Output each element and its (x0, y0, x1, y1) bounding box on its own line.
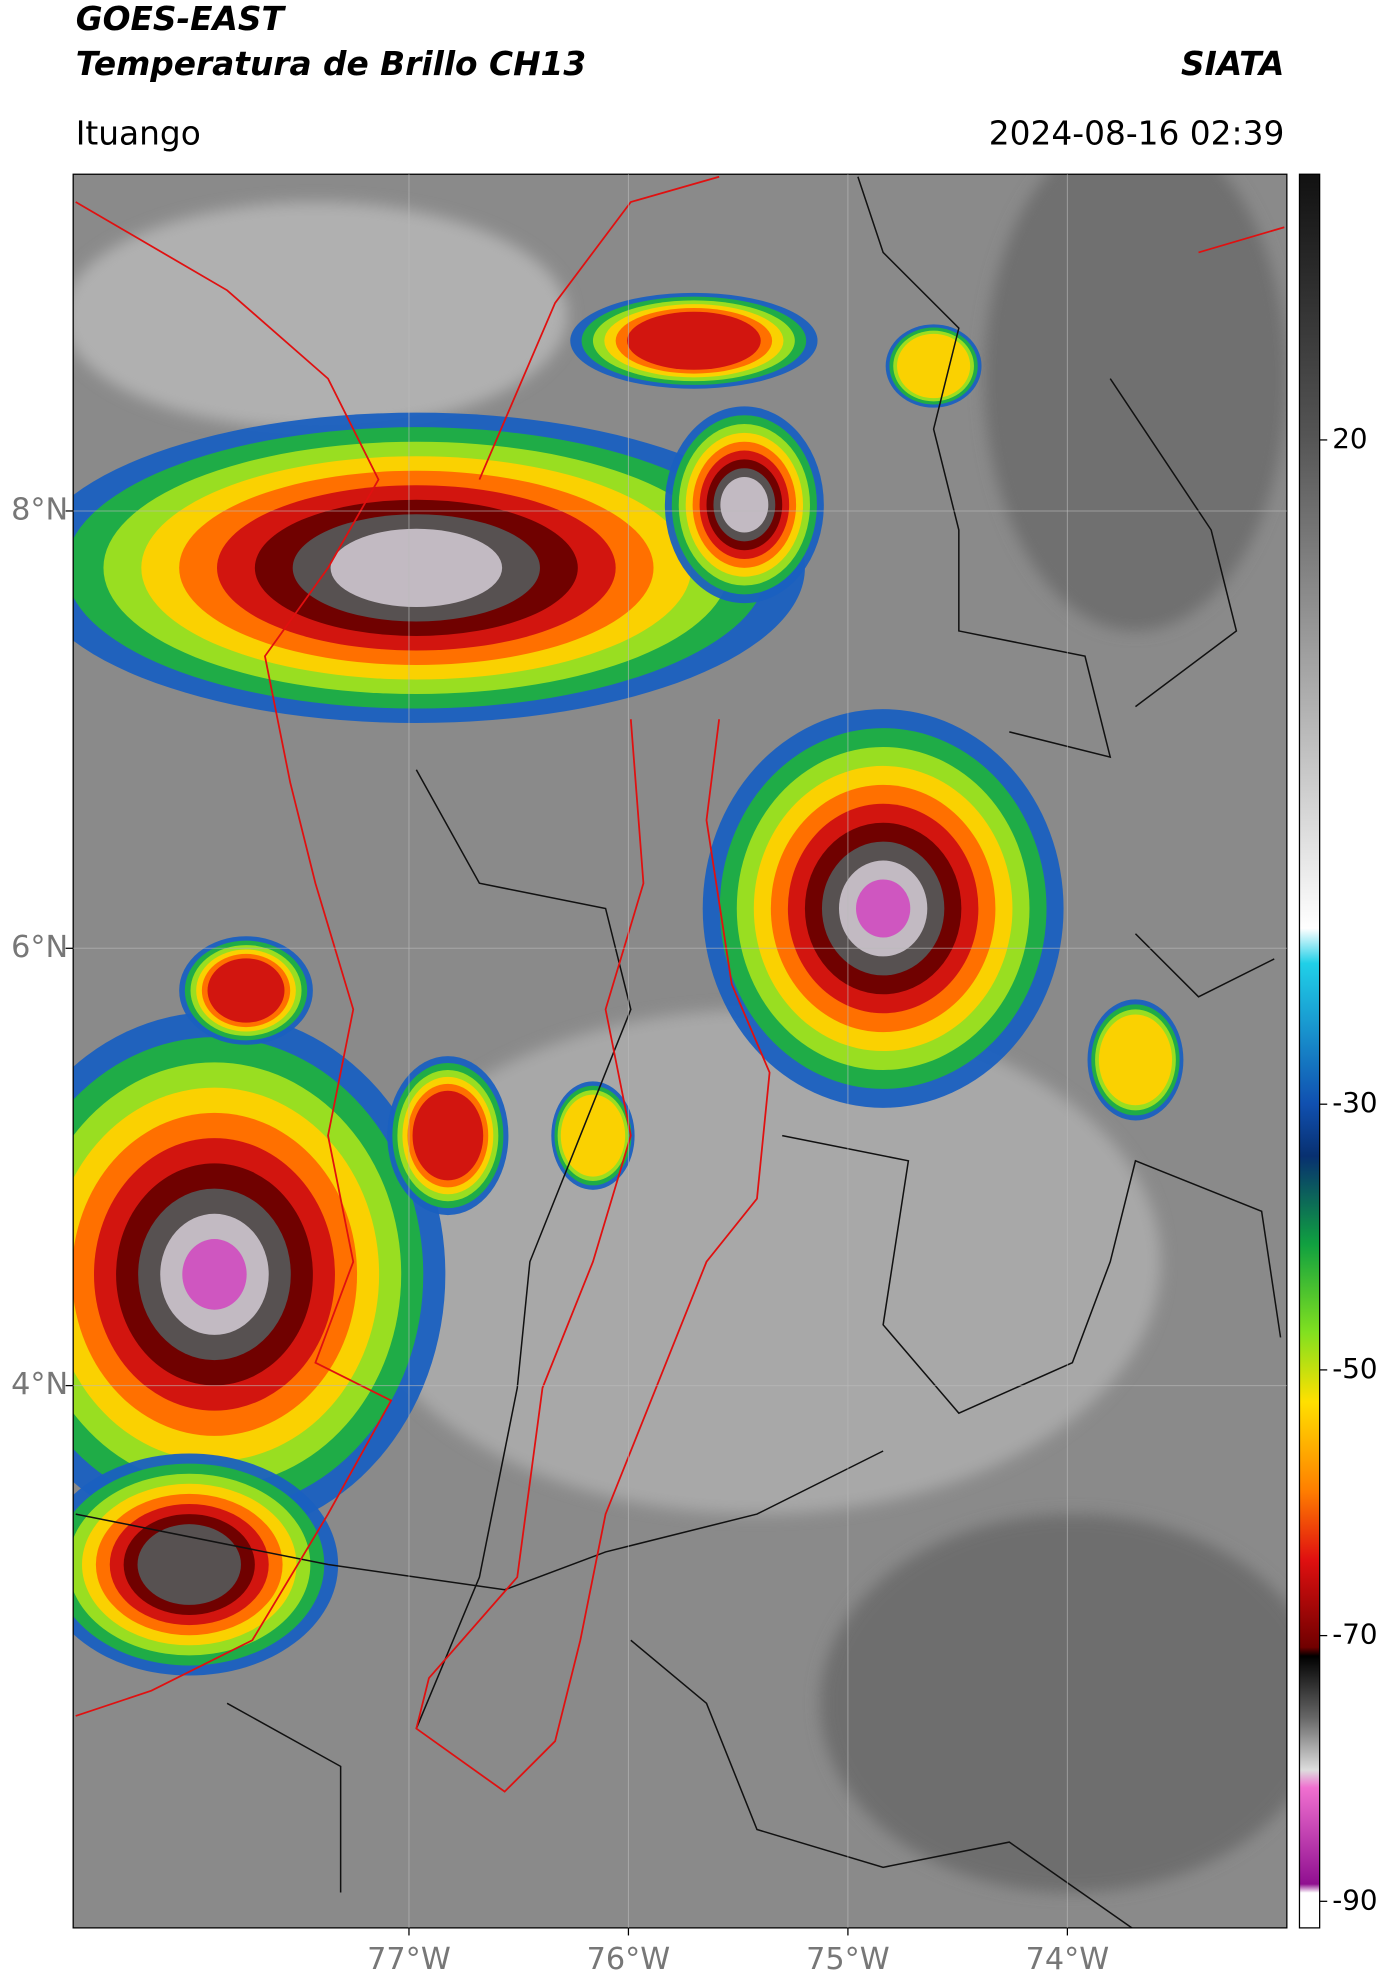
colorbar-tick-label: 20 (1332, 422, 1367, 455)
colorbar-tick-label: -70 (1332, 1618, 1377, 1651)
storm-layer (330, 528, 503, 607)
y-tick-label: 8°N (11, 492, 68, 527)
storm-layer (412, 1090, 484, 1181)
cloud (73, 202, 568, 430)
boundaries (75, 175, 1285, 1793)
storm-layer (856, 879, 911, 938)
storm-layer (720, 477, 769, 533)
storm-layer (627, 311, 761, 370)
storm-layer (182, 1239, 247, 1310)
storm-layer (560, 1094, 626, 1177)
storm-layer (1098, 1014, 1173, 1106)
x-tick-label: 75°W (806, 1942, 890, 1977)
title: GOES-EAST (76, 0, 287, 38)
x-tick-label: 77°W (367, 1942, 451, 1977)
borders (75, 176, 1282, 1928)
datetime: 2024-08-16 02:39 (989, 115, 1285, 153)
colorbar (1298, 173, 1321, 1929)
y-tick-label: 6°N (11, 930, 68, 965)
cloud (820, 1514, 1287, 1893)
colorbar-tick-label: -90 (1332, 1883, 1377, 1916)
cloud (984, 174, 1287, 631)
x-tick-label: 74°W (1026, 1942, 1110, 1977)
colorbar-tick-label: -30 (1332, 1086, 1377, 1119)
location: Ituango (76, 115, 201, 153)
subtitle: Temperatura de Brillo CH13 (76, 45, 586, 83)
storm-layer (207, 958, 285, 1023)
storm-layer (897, 333, 971, 399)
storm-layer (137, 1524, 241, 1605)
x-tick-label: 76°W (587, 1942, 671, 1977)
map-frame (72, 173, 1288, 1929)
colorbar-tick-label: -50 (1332, 1352, 1377, 1385)
satellite-image (73, 174, 1287, 1928)
y-tick-label: 4°N (11, 1367, 68, 1402)
source: SIATA (1181, 45, 1284, 83)
